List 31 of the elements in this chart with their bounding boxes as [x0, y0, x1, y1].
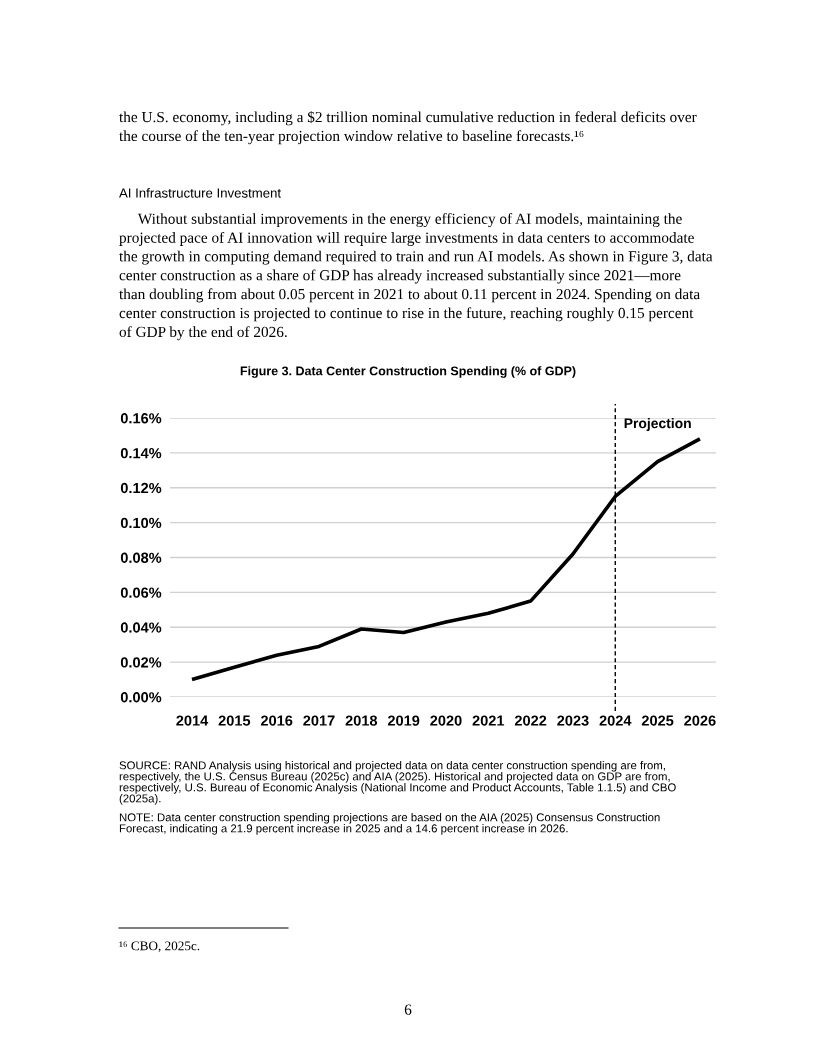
y-tick-label: 0.04%: [120, 622, 162, 633]
y-tick-label: 0.16%: [120, 413, 162, 424]
y-tick-label: 0.02%: [120, 657, 162, 668]
y-tick-label: 0.14%: [120, 447, 162, 459]
y-tick-label: 0.12%: [120, 482, 162, 494]
y-tick-label: 0.10%: [120, 517, 162, 529]
x-tick-label: 2025: [641, 715, 674, 726]
x-tick-label: 2022: [514, 715, 547, 726]
x-tick-label: 2023: [557, 715, 589, 726]
text: 6: [404, 1004, 412, 1015]
text: the U.S. economy, including a $2 trillion nominal cumulative reduction in federal deficits over the course of the ten-year projection window relative to baseline forecasts.¹⁶: [119, 111, 697, 145]
y-tick-label: 0.08%: [120, 552, 162, 563]
ref-line-label: Projection: [624, 418, 691, 431]
chart-title: Figure 3. Data Center Construction Spending (% of GDP): [240, 366, 576, 378]
source-note: SOURCE: RAND Analysis using historical and projected data on data center construction spending are from, respectively, the U.S. Census Bureau (2025c) and AIA (2025). Historical and projected data on GDP are from, respectively, U.S. Bureau of Economic Analysis (National Income and Product Accounts, Table 1.1.5) and CBO (2025a).: [119, 761, 676, 805]
text: ¹⁶ CBO, 2025c.: [119, 941, 200, 953]
text: AI Infrastructure Investment: [119, 188, 281, 198]
x-tick-label: 2020: [430, 715, 462, 726]
x-tick-label: 2024: [599, 715, 632, 726]
x-tick-label: 2026: [684, 715, 716, 726]
x-tick-label: 2014: [176, 715, 209, 726]
x-tick-label: 2021: [472, 715, 505, 726]
y-tick-label: 0.00%: [120, 692, 162, 703]
x-tick-label: 2016: [260, 715, 293, 726]
x-tick-label: 2015: [218, 715, 251, 726]
x-tick-label: 2018: [345, 715, 378, 726]
text: NOTE: Data center construction spending projections are based on the AIA (2025) Consensus Construction Forecast, indicating a 21.9 percent increase in 2025 and a 14.6 percent increase in 2026.: [119, 813, 660, 835]
x-tick-label: 2017: [303, 715, 335, 726]
text: Without substantial improvements in the energy efficiency of AI models, maintaining the projected pace of AI innovation will require large investments in data centers to accommodate the growth in computing demand required to train and run AI models. As shown in Figure 3, data center construction as a share of GDP has already increased substantially since 2021—more than doubling from about 0.05 percent in 2021 to about 0.11 percent in 2024. Spending on data center construction is projected to continue to rise in the future, reaching roughly 0.15 percent of GDP by the end of 2026.: [119, 213, 713, 341]
y-tick-label: 0.06%: [120, 587, 162, 598]
x-tick-label: 2019: [387, 715, 420, 726]
